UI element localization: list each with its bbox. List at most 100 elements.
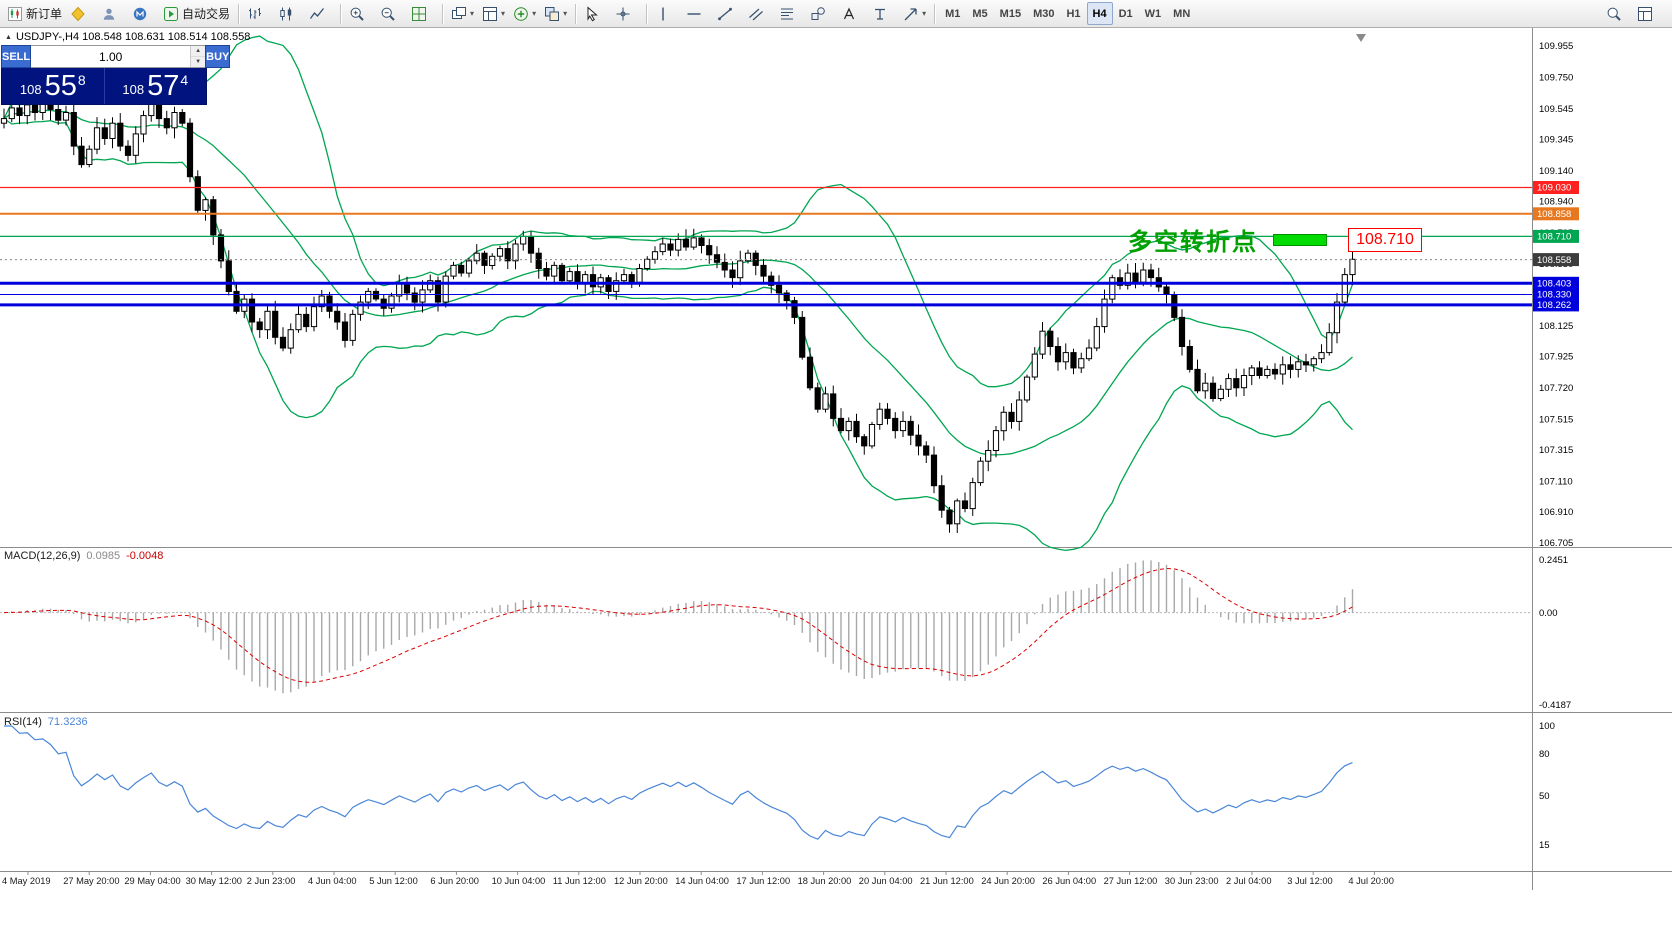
new-order-button[interactable]: 新订单 [3, 1, 66, 26]
chart-shift-marker-icon[interactable] [1356, 34, 1366, 42]
timeframe-m15[interactable]: M15 [999, 7, 1022, 20]
templates-button[interactable]: ▾ [540, 1, 571, 26]
price-tag [1533, 298, 1579, 312]
svg-text:107.720: 107.720 [1539, 383, 1573, 394]
window-layout-button[interactable] [1633, 1, 1664, 26]
time-axis: 4 May 2019 27 May 20:00 29 May 04:00 30 May… [2, 871, 1394, 886]
profiles-icon [483, 6, 498, 21]
macd-axis: 0.2451 0.00 -0.4187 [1539, 555, 1571, 711]
toolbar-separator [646, 3, 648, 24]
horizontal-line-icon [687, 12, 701, 15]
buy-button[interactable]: BUY [205, 45, 231, 68]
search-button[interactable] [1602, 1, 1633, 26]
svg-text:11 Jun 12:00: 11 Jun 12:00 [553, 876, 606, 886]
arrows-button[interactable]: ▾ [899, 1, 930, 26]
new-chart-button[interactable]: ▾ [447, 1, 478, 26]
indicators-button[interactable]: ▾ [509, 1, 540, 26]
svg-text:2 Jun 23:00: 2 Jun 23:00 [247, 876, 296, 886]
candlestick-chart-button[interactable] [274, 1, 305, 26]
search-icon [1607, 7, 1621, 21]
volume-down-button[interactable]: ▼ [191, 57, 206, 67]
fibonacci-button[interactable] [775, 1, 806, 26]
price-tag [1533, 276, 1579, 290]
svg-text:10 Jun 04:00: 10 Jun 04:00 [492, 876, 546, 886]
rsi-line [4, 725, 1353, 840]
svg-text:107.315: 107.315 [1539, 445, 1573, 456]
cursor-button[interactable] [580, 1, 611, 26]
auto-trading-button[interactable]: 自动交易 [159, 1, 234, 26]
window-layout-icon [1638, 6, 1652, 21]
svg-text:12 Jun 20:00: 12 Jun 20:00 [614, 876, 668, 886]
shapes-button[interactable] [806, 1, 837, 26]
macd-histogram [11, 560, 1354, 694]
svg-text:4 Jul 20:00: 4 Jul 20:00 [1348, 876, 1394, 886]
svg-text:17 Jun 12:00: 17 Jun 12:00 [736, 876, 790, 886]
annotation-price-box: 108.710 [1348, 227, 1422, 252]
equidistant-channel-icon [749, 8, 763, 20]
bar-chart-button[interactable] [243, 1, 274, 26]
new-chart-icon [452, 6, 467, 19]
svg-text:108.125: 108.125 [1539, 321, 1573, 332]
svg-text:100: 100 [1539, 721, 1555, 732]
svg-text:109.140: 109.140 [1539, 166, 1573, 177]
cursor-icon [587, 5, 598, 21]
shapes-icon [811, 6, 825, 20]
svg-text:14 Jun 04:00: 14 Jun 04:00 [675, 876, 729, 886]
crosshair-icon [616, 7, 630, 20]
bollinger-bands [3, 35, 1354, 552]
bar-chart-icon [249, 7, 262, 19]
timeframe-d1[interactable]: D1 [1118, 7, 1133, 20]
line-chart-button[interactable] [305, 1, 336, 26]
pane-frame [0, 28, 1672, 890]
mql-community-button[interactable] [128, 1, 159, 26]
level-lines [0, 186, 1532, 307]
volume-input[interactable] [31, 46, 191, 67]
trendline-button[interactable] [713, 1, 744, 26]
candles [0, 88, 1356, 533]
svg-text:4 Jun 04:00: 4 Jun 04:00 [308, 876, 357, 886]
svg-text:2 Jul 04:00: 2 Jul 04:00 [1226, 876, 1272, 886]
annotation-text: 多空转折点 [1128, 229, 1258, 256]
svg-text:109.955: 109.955 [1539, 41, 1573, 52]
svg-text:6 Jun 20:00: 6 Jun 20:00 [430, 876, 479, 886]
arrows-icon [904, 7, 917, 20]
timeframe-m1[interactable]: M1 [945, 7, 961, 20]
price-tags: 109.030 108.858 108.710 108.403108.330108.2… [1533, 181, 1579, 312]
svg-text:26 Jun 04:00: 26 Jun 04:00 [1042, 876, 1096, 886]
profiles-button[interactable]: ▾ [478, 1, 509, 26]
text-button[interactable] [837, 1, 868, 26]
equidistant-channel-button[interactable] [744, 1, 775, 26]
sell-button[interactable]: SELL [1, 45, 32, 68]
indicators-icon [514, 6, 528, 21]
svg-text:-0.4187: -0.4187 [1539, 700, 1571, 711]
timeframe-m30[interactable]: M30 [1033, 7, 1055, 20]
timeframe-w1[interactable]: W1 [1144, 7, 1162, 20]
vertical-line-button[interactable] [651, 1, 682, 26]
timeframe-mn[interactable]: MN [1173, 7, 1191, 20]
crosshair-button[interactable] [611, 1, 642, 26]
text-label-button[interactable] [868, 1, 899, 26]
timeframe-m5[interactable]: M5 [972, 7, 988, 20]
timeframe-h1[interactable]: H1 [1066, 7, 1081, 20]
one-click-trading-panel: SELL ▲ ▼ BUY 108 55 8 108 57 4 [1, 45, 231, 105]
svg-text:108.558: 108.558 [1537, 255, 1571, 266]
svg-text:107.925: 107.925 [1539, 352, 1573, 363]
svg-text:108.330: 108.330 [1537, 290, 1571, 301]
volume-box: ▲ ▼ [31, 45, 206, 68]
timeframe-h4[interactable]: H4 [1086, 2, 1113, 25]
ask-price: 108 57 4 [122, 69, 189, 102]
market-button[interactable] [66, 1, 97, 26]
volume-up-button[interactable]: ▲ [191, 46, 206, 57]
svg-text:108.940: 108.940 [1539, 196, 1573, 207]
signals-button[interactable] [97, 1, 128, 26]
svg-text:20 Jun 04:00: 20 Jun 04:00 [859, 876, 913, 886]
toolbar-separator [238, 3, 240, 24]
macd-signal-line [3, 567, 1353, 683]
svg-text:24 Jun 20:00: 24 Jun 20:00 [981, 876, 1035, 886]
tile-windows-button[interactable] [407, 1, 438, 26]
zoom-out-button[interactable] [376, 1, 407, 26]
mql-community-icon [133, 7, 147, 20]
horizontal-line-button[interactable] [682, 1, 713, 26]
zoom-in-button[interactable] [345, 1, 376, 26]
